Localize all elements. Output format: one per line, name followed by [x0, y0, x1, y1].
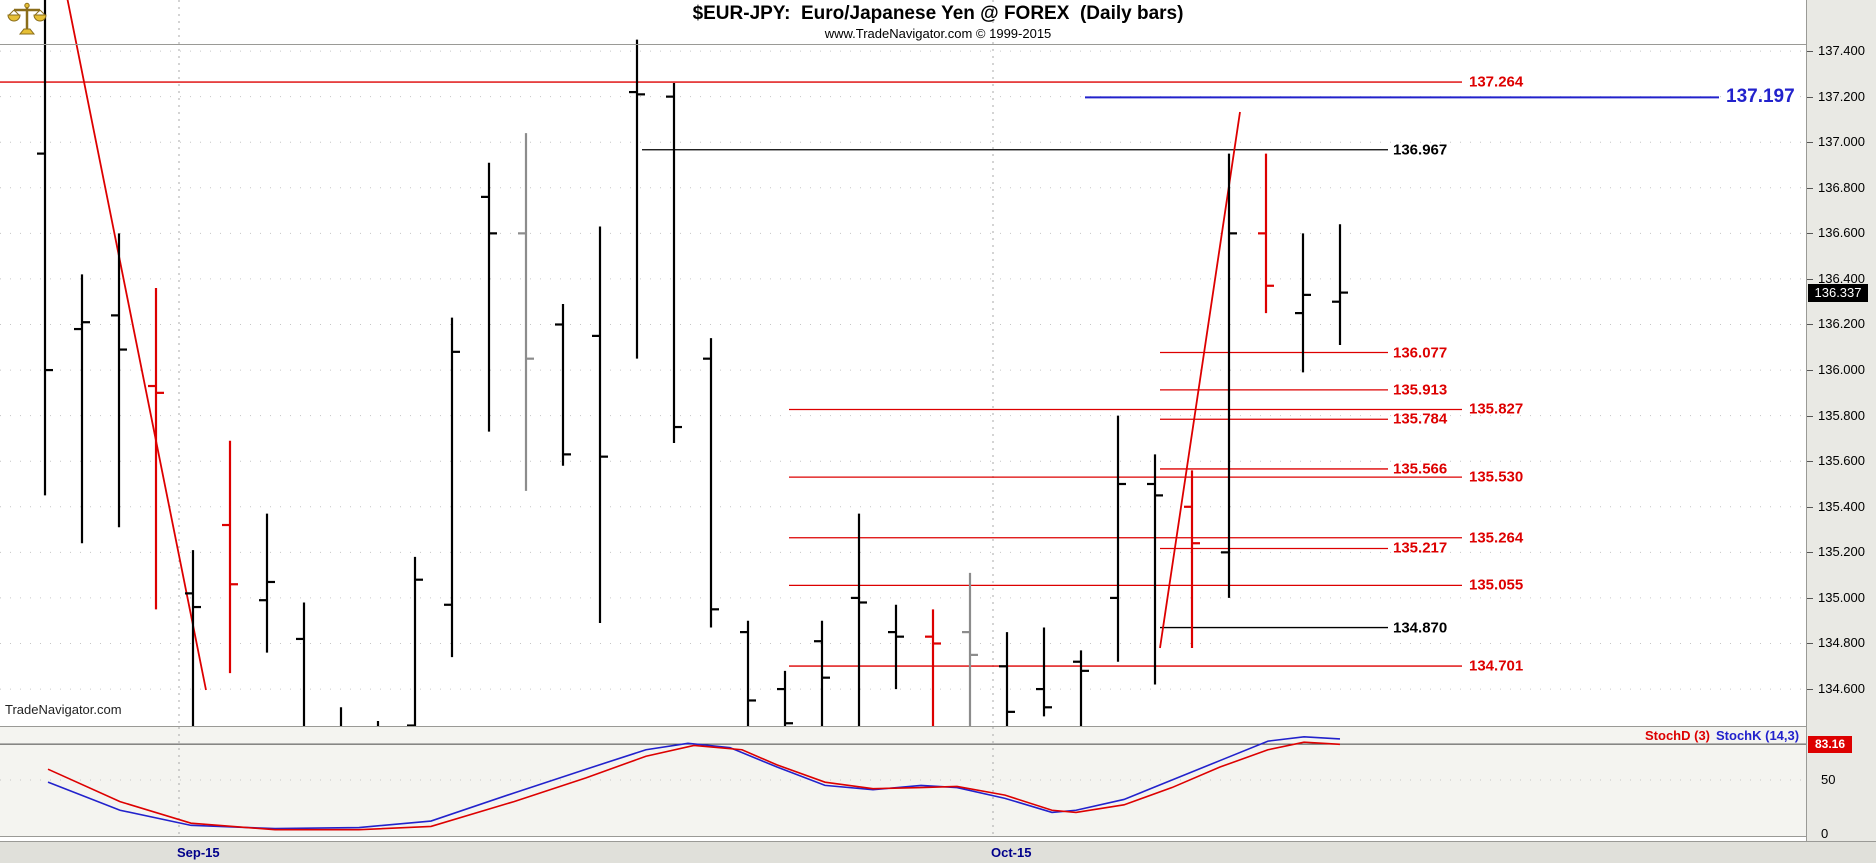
tradenavigator-scales-logo-icon [7, 1, 47, 39]
price-axis-label: 135.200 [1818, 544, 1865, 560]
price-level-label: 135.530 [1469, 468, 1524, 486]
stochd-legend-label[interactable]: StochD (3) [1645, 728, 1710, 743]
price-axis-label: 135.800 [1818, 407, 1865, 423]
price-axis-label: 135.000 [1818, 589, 1865, 605]
stoch-axis-label: 0 [1821, 826, 1829, 841]
price-level-label: 135.055 [1469, 576, 1524, 594]
price-level-label: 135.566 [1393, 460, 1448, 478]
stochastic-panel[interactable]: StochD (3) StochK (14,3) [0, 727, 1806, 836]
price-axis-label: 136.400 [1818, 270, 1865, 286]
price-axis-tick [1807, 324, 1813, 326]
price-axis-tick [1807, 233, 1813, 235]
time-axis[interactable]: Sep-15 Oct-15 [0, 841, 1876, 863]
price-axis-label: 134.600 [1818, 681, 1865, 697]
chart-top-frame [0, 44, 1876, 45]
price-axis-label: 136.200 [1818, 316, 1865, 332]
price-level-label: 134.870 [1393, 619, 1448, 637]
price-level-label: 135.264 [1469, 529, 1524, 547]
price-chart-canvas [0, 0, 1806, 726]
stochd-line [47, 741, 1341, 831]
month-axis-label: Sep-15 [177, 845, 220, 860]
price-axis-tick [1807, 187, 1813, 189]
price-axis-tick [1807, 597, 1813, 599]
price-level-label: 134.701 [1469, 657, 1524, 675]
price-axis-label: 137.000 [1818, 134, 1865, 150]
price-chart-plot[interactable]: 137.264 137.197 136.967 136.077 135.913 135.8… [0, 0, 1806, 726]
price-axis-tick [1807, 552, 1813, 554]
price-axis-label: 136.800 [1818, 179, 1865, 195]
current-price-badge: 136.337 [1808, 284, 1868, 303]
stochk-line [47, 735, 1341, 830]
scale-divider [1806, 0, 1807, 841]
price-level-label: 137.197 [1726, 86, 1795, 108]
price-axis-label: 136.000 [1818, 362, 1865, 378]
price-level-label: 136.077 [1393, 344, 1448, 362]
chart-bottom-frame [0, 726, 1876, 727]
price-level-label: 135.913 [1393, 381, 1448, 399]
month-axis-label: Oct-15 [991, 845, 1032, 860]
stochastic-canvas [0, 727, 1806, 836]
price-level-label: 135.784 [1393, 410, 1448, 428]
stoch-axis-label: 50 [1821, 772, 1836, 787]
price-axis-tick [1807, 461, 1813, 463]
price-axis-tick [1807, 643, 1813, 645]
price-axis-tick [1807, 506, 1813, 508]
price-axis-tick [1807, 689, 1813, 691]
ohlc-bars [37, 0, 1348, 726]
price-axis-tick [1807, 142, 1813, 144]
stoch-value-badge: 83.16 [1808, 736, 1852, 754]
price-axis-label: 135.600 [1818, 453, 1865, 469]
price-axis-label: 136.600 [1818, 225, 1865, 241]
stochk-legend-label[interactable]: StochK (14,3) [1716, 728, 1800, 743]
price-axis[interactable]: 136.337 83.16 137.400 137.200 137.000 136.8… [1807, 0, 1876, 841]
price-axis-label: 135.400 [1818, 498, 1865, 514]
price-axis-tick [1807, 96, 1813, 98]
price-axis-label: 137.200 [1818, 88, 1865, 104]
price-level-label: 135.217 [1393, 539, 1448, 557]
price-level-label: 135.827 [1469, 400, 1524, 418]
price-axis-label: 137.400 [1818, 43, 1865, 59]
price-axis-tick [1807, 278, 1813, 280]
price-level-label: 136.967 [1393, 141, 1448, 159]
price-axis-tick [1807, 415, 1813, 417]
price-axis-label: 134.800 [1818, 635, 1865, 651]
price-level-label: 137.264 [1469, 73, 1524, 91]
watermark-text: TradeNavigator.com [5, 702, 122, 717]
trendline [1159, 111, 1241, 649]
stoch-bottom-frame [0, 836, 1876, 837]
price-axis-tick [1807, 51, 1813, 53]
trendline [66, 0, 207, 691]
price-axis-tick [1807, 370, 1813, 372]
